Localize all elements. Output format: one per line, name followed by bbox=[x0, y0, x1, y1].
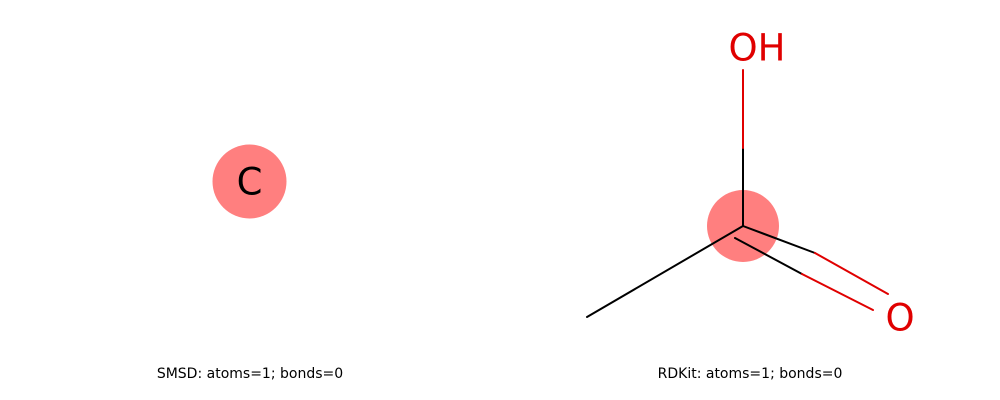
bond-c-methyl bbox=[586, 225, 744, 318]
bond-c-o-double-outer-oxygen-half bbox=[814, 252, 889, 295]
bond-c-o-double-outer-carbon-half bbox=[742, 225, 816, 254]
smsd-carbon-highlight bbox=[212, 144, 287, 219]
smsd-caption: SMSD: atoms=1; bonds=0 bbox=[157, 366, 343, 382]
rdkit-panel: OH O RDKit: atoms=1; bonds=0 bbox=[586, 27, 915, 382]
bond-c-o-double-inner-oxygen-half bbox=[801, 273, 874, 311]
smsd-panel: C SMSD: atoms=1; bonds=0 bbox=[157, 144, 343, 382]
rdkit-carbonyl-oxygen-atom-label: O bbox=[885, 297, 914, 340]
smsd-carbon-atom-label: C bbox=[237, 161, 263, 204]
rdkit-caption: RDKit: atoms=1; bonds=0 bbox=[658, 366, 843, 382]
bond-c-o-double-inner-carbon-half bbox=[734, 237, 803, 275]
rdkit-hydroxyl-atom-label: OH bbox=[729, 27, 786, 70]
